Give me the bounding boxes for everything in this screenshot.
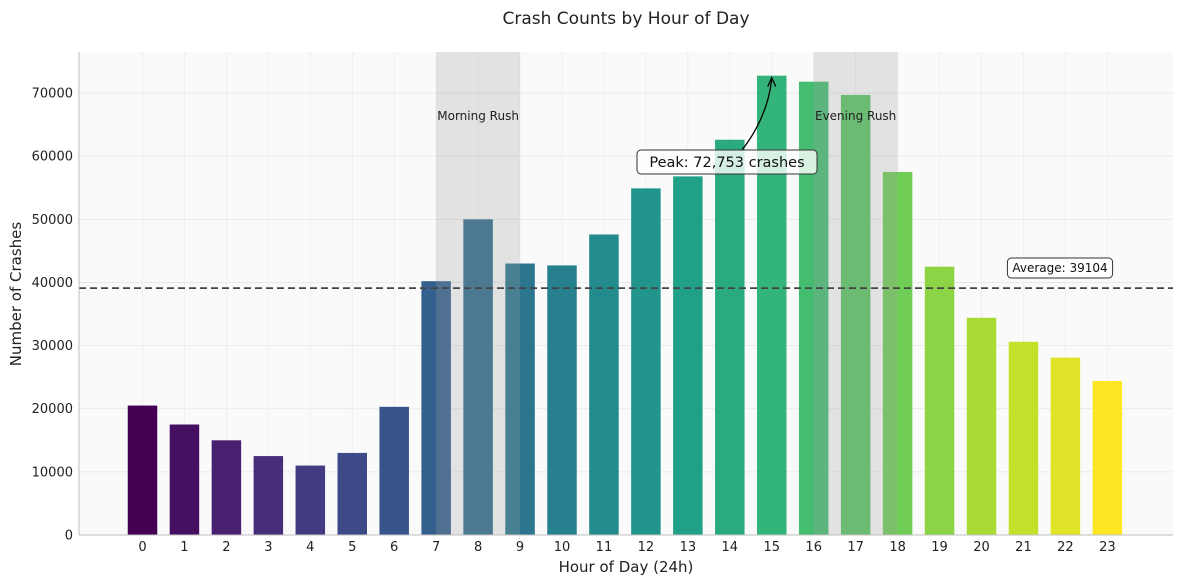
bar-hour-10 (547, 265, 577, 535)
y-tick-label: 40000 (32, 276, 73, 291)
x-tick-label: 0 (138, 540, 146, 555)
y-tick-label: 10000 (32, 465, 73, 480)
bar-hour-9 (505, 263, 535, 535)
y-tick-label: 30000 (32, 339, 73, 354)
x-tick-label: 6 (390, 540, 398, 555)
x-tick-label: 23 (1099, 540, 1116, 555)
x-tick-label: 11 (596, 540, 613, 555)
bar-hour-6 (379, 406, 409, 535)
bar-hour-5 (337, 452, 367, 535)
x-tick-label: 5 (348, 540, 356, 555)
bar-hour-2 (211, 440, 242, 535)
x-tick-label: 14 (722, 540, 739, 555)
bar-hour-11 (589, 234, 619, 535)
bar-hour-21 (1008, 341, 1039, 535)
peak-annotation-label: Peak: 72,753 crashes (649, 155, 804, 171)
bar-hour-17 (840, 94, 871, 535)
x-tick-label: 4 (306, 540, 314, 555)
bar-hour-12 (631, 188, 661, 535)
bar-hour-14 (715, 139, 745, 535)
bar-hour-4 (295, 465, 326, 535)
bar-hour-0 (127, 405, 158, 535)
x-tick-label: 18 (889, 540, 906, 555)
x-tick-label: 17 (847, 540, 864, 555)
x-tick-label: 9 (516, 540, 524, 555)
bar-hour-1 (169, 424, 200, 535)
y-tick-label: 60000 (32, 150, 73, 165)
bar-hour-22 (1050, 357, 1081, 535)
peak-arrowhead (767, 76, 777, 87)
x-tick-label: 20 (973, 540, 990, 555)
average-label: Average: 39104 (1012, 261, 1107, 275)
shaded-region-label: Morning Rush (437, 109, 519, 123)
average-label-box (1006, 257, 1114, 279)
x-tick-label: 22 (1057, 540, 1074, 555)
bar-hour-19 (924, 266, 955, 535)
shaded-region (813, 52, 898, 535)
bar-hour-7 (421, 281, 451, 535)
x-tick-label: 21 (1015, 540, 1032, 555)
peak-annotation-box (636, 149, 818, 175)
x-tick-label: 8 (474, 540, 482, 555)
bar-hour-13 (673, 176, 703, 536)
x-tick-label: 7 (432, 540, 440, 555)
plot-area: Morning Rush Evening Rush Average: 39104 Pe… (32, 52, 1173, 555)
bar-hour-8 (463, 219, 493, 535)
y-tick-label: 20000 (32, 402, 73, 417)
bar-hour-15 (757, 75, 787, 535)
x-tick-label: 13 (680, 540, 697, 555)
x-tick-label: 2 (222, 540, 230, 555)
shaded-region-label: Evening Rush (815, 109, 896, 123)
bar-hour-23 (1092, 380, 1123, 535)
x-tick-label: 10 (554, 540, 571, 555)
y-tick-label: 50000 (32, 213, 73, 228)
bar-hour-18 (882, 171, 913, 535)
y-axis-label: Number of Crashes (7, 222, 25, 367)
x-tick-label: 16 (805, 540, 822, 555)
bar-hour-20 (966, 317, 997, 535)
bar-hour-3 (253, 456, 284, 535)
x-tick-label: 12 (638, 540, 655, 555)
x-tick-label: 1 (180, 540, 188, 555)
x-tick-label: 19 (931, 540, 948, 555)
x-axis-label: Hour of Day (24h) (559, 558, 694, 576)
chart-title: Crash Counts by Hour of Day (502, 9, 749, 29)
peak-arrow (741, 79, 773, 151)
y-tick-label: 0 (65, 529, 73, 544)
x-tick-label: 15 (763, 540, 780, 555)
y-tick-label: 70000 (32, 87, 73, 102)
shaded-region (436, 52, 521, 535)
x-tick-label: 3 (264, 540, 272, 555)
